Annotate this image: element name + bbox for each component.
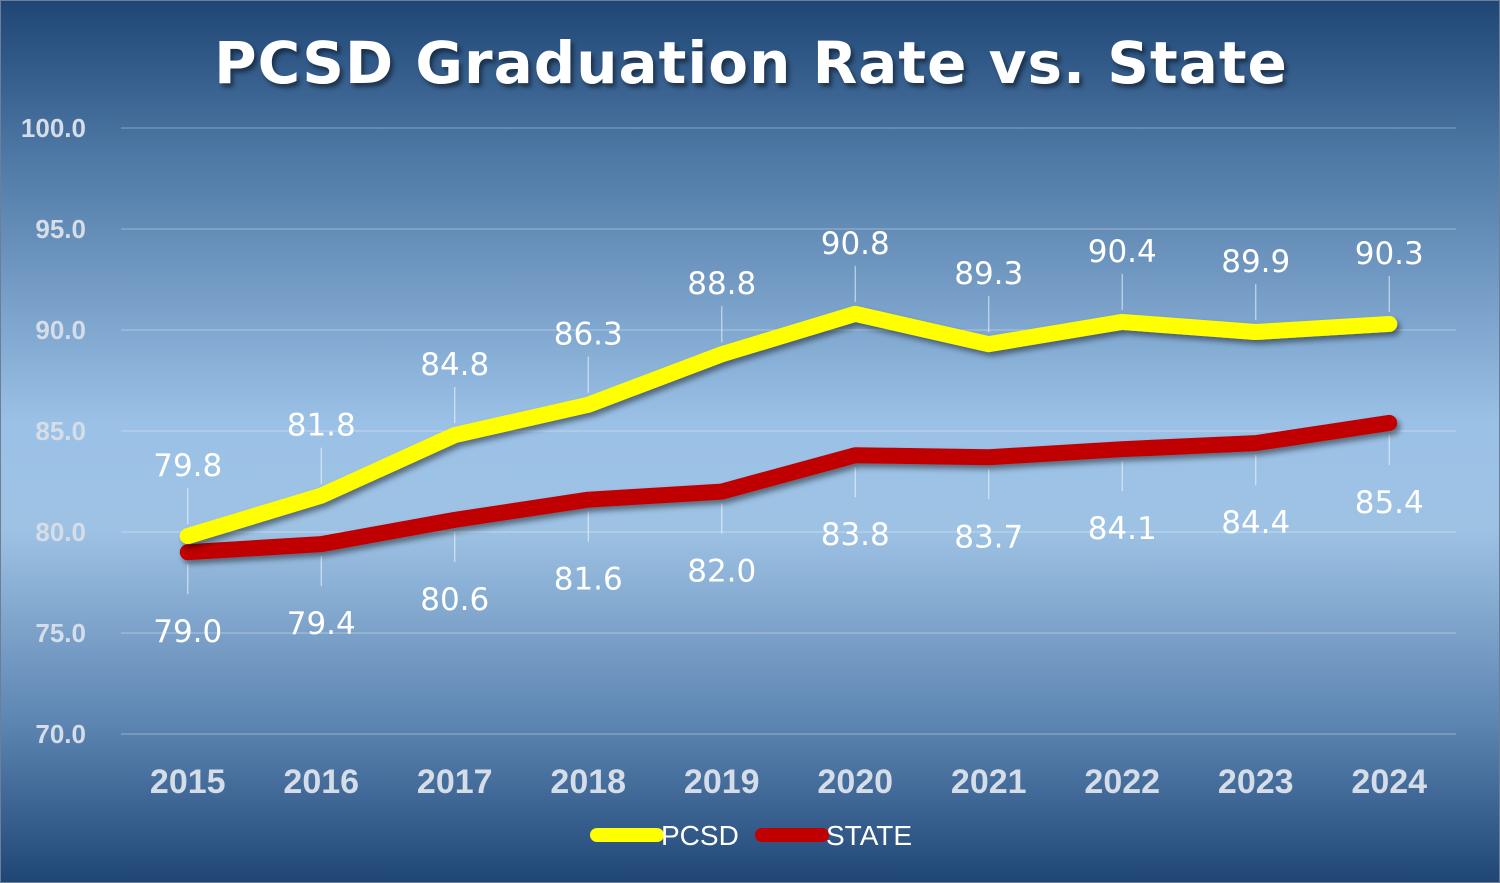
x-tick-label: 2022	[1084, 763, 1160, 801]
y-tick-label: 85.0	[35, 416, 86, 446]
data-label-state: 81.6	[554, 562, 623, 598]
data-label-pcsd: 90.3	[1355, 236, 1424, 272]
data-label-state: 84.4	[1221, 505, 1290, 541]
legend-label-pcsd: PCSD	[661, 820, 739, 851]
legend-label-state: STATE	[826, 820, 912, 851]
data-label-state: 83.7	[954, 519, 1023, 555]
y-tick-label: 70.0	[35, 719, 86, 749]
series-lines	[179, 305, 1398, 561]
series-line-pcsd	[179, 305, 1398, 545]
series-line-state	[179, 414, 1398, 561]
data-label-pcsd: 84.8	[420, 347, 489, 383]
y-tick-label: 95.0	[35, 214, 86, 244]
x-tick-label: 2019	[684, 763, 760, 801]
data-label-state: 79.4	[287, 606, 356, 642]
data-label-pcsd: 89.3	[954, 256, 1023, 292]
y-tick-label: 75.0	[35, 618, 86, 648]
data-label-pcsd: 89.9	[1221, 244, 1290, 280]
x-tick-label: 2016	[283, 763, 359, 801]
y-axis-ticks: 70.0 75.0 80.0 85.0 90.0 95.0 100.0	[21, 113, 86, 749]
data-label-pcsd: 88.8	[687, 266, 756, 302]
data-label-state: 85.4	[1355, 485, 1424, 521]
data-label-state: 79.0	[153, 614, 222, 650]
data-label-state: 83.8	[821, 517, 890, 553]
data-label-pcsd: 81.8	[287, 408, 356, 444]
x-tick-label: 2020	[817, 763, 893, 801]
x-tick-label: 2017	[417, 763, 493, 801]
x-tick-label: 2021	[951, 763, 1027, 801]
data-label-pcsd: 90.8	[821, 226, 890, 262]
data-label-state: 80.6	[420, 582, 489, 618]
x-axis-ticks: 2015 2016 2017 2018 2019 2020 2021 2022 2023 2024	[150, 763, 1427, 801]
data-label-pcsd: 90.4	[1088, 234, 1157, 270]
y-tick-label: 80.0	[35, 517, 86, 547]
x-tick-label: 2015	[150, 763, 226, 801]
data-labels: 79.8 81.8 84.8 86.3 88.8 90.8 89.3 90.4 89.9 90.3…	[153, 226, 1424, 650]
x-tick-label: 2023	[1218, 763, 1294, 801]
x-tick-label: 2024	[1351, 763, 1427, 801]
x-tick-label: 2018	[550, 763, 626, 801]
label-leader-lines	[187, 265, 1390, 595]
data-label-state: 82.0	[687, 554, 756, 590]
legend: PCSD STATE	[590, 820, 912, 851]
data-label-pcsd: 79.8	[153, 448, 222, 484]
data-label-pcsd: 86.3	[554, 317, 623, 353]
y-tick-label: 100.0	[21, 113, 86, 143]
chart-title: PCSD Graduation Rate vs. State	[214, 29, 1288, 97]
data-label-state: 84.1	[1088, 511, 1157, 547]
y-tick-label: 90.0	[35, 315, 86, 345]
